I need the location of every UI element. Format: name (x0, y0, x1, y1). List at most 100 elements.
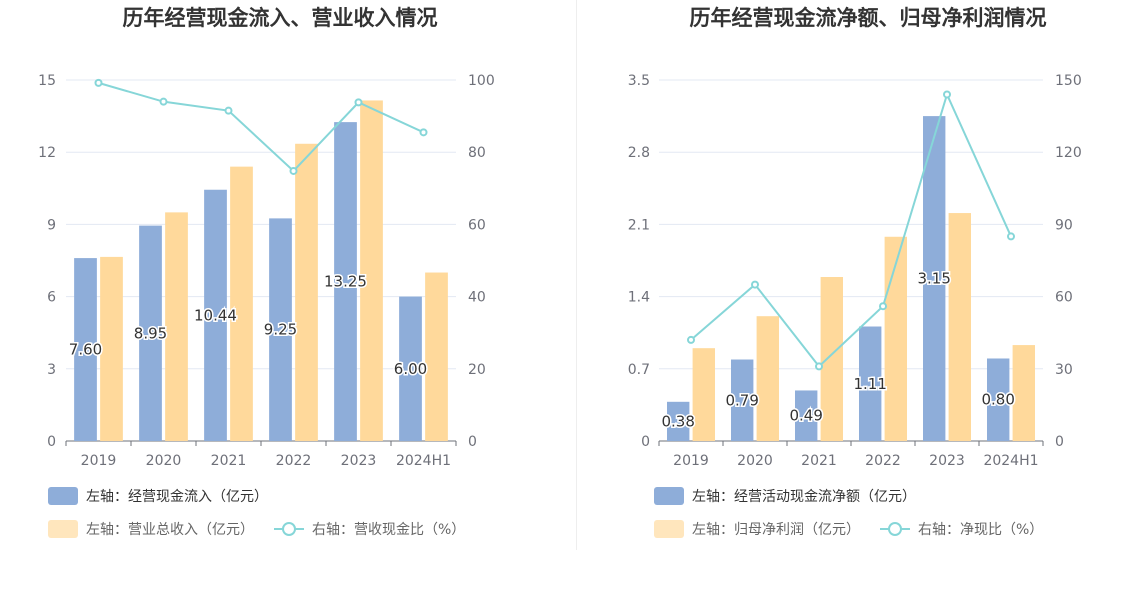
right-tick-label: 80 (468, 145, 486, 161)
left-tick-label: 0 (47, 434, 56, 450)
legend-label: 左轴：营业总收入（亿元） (86, 522, 254, 538)
bar-secondary (884, 236, 907, 441)
bar-primary (334, 122, 357, 441)
legend-swatch-bar (48, 520, 78, 538)
right-tick-label: 150 (1055, 73, 1082, 89)
bar-secondary (425, 272, 448, 441)
bar-data-label: 10.44 (194, 306, 237, 324)
right-tick-label: 120 (1055, 145, 1082, 161)
ratio-point (289, 166, 298, 175)
legend-label: 左轴：归母净利润（亿元） (692, 521, 860, 538)
bar-data-label: 9.25 (264, 321, 297, 339)
bar-data-label: 3.15 (917, 270, 950, 288)
bar-secondary (820, 277, 843, 441)
x-tick-label: 2022 (276, 453, 312, 469)
x-tick-label: 2019 (81, 453, 117, 469)
bar-primary (795, 390, 818, 441)
bar-secondary (230, 166, 253, 441)
ratio-point (751, 280, 759, 289)
bar-primary (399, 296, 422, 441)
ratio-point (94, 78, 103, 87)
panel-divider (576, 0, 577, 550)
bar-primary (859, 326, 882, 441)
chart-title: 历年经营现金流入、营业收入情况 (123, 6, 438, 30)
right-tick-label: 60 (468, 217, 486, 233)
right-tick-label: 20 (468, 362, 486, 378)
bar-secondary (360, 100, 383, 441)
bar-secondary (165, 212, 188, 441)
legend-swatch-marker (888, 522, 902, 536)
x-tick-label: 2021 (801, 453, 837, 469)
bar-data-label: 6.00 (394, 360, 427, 378)
legend-label: 右轴：营收现金比（%） (312, 522, 465, 538)
legend-label: 左轴：经营活动现金流净额（亿元） (692, 489, 916, 505)
ratio-line (690, 91, 1012, 368)
bar-primary (74, 258, 97, 441)
bar-primary (139, 225, 162, 441)
x-tick-label: 2023 (929, 453, 965, 469)
left-tick-label: 2.1 (628, 217, 650, 233)
bar-secondary (100, 256, 123, 441)
bar-primary (731, 359, 754, 441)
right-tick-label: 60 (1055, 290, 1073, 306)
bar-data-label: 7.60 (69, 341, 102, 359)
ratio-point (1007, 232, 1015, 241)
x-tick-label: 2023 (341, 453, 377, 469)
legend-swatch-bar (654, 520, 684, 538)
left-tick-label: 6 (47, 290, 56, 306)
ratio-point (419, 128, 428, 137)
ratio-point (943, 90, 951, 99)
right-tick-label: 0 (1055, 434, 1064, 450)
ratio-line (98, 81, 424, 173)
ratio-point (687, 335, 695, 344)
ratio-point (224, 106, 233, 115)
right-tick-label: 100 (468, 73, 495, 89)
chart-title: 历年经营现金流净额、归母净利润情况 (690, 6, 1047, 30)
bar-primary (987, 358, 1010, 441)
x-tick-label: 2020 (737, 453, 773, 469)
left-tick-label: 0 (641, 434, 650, 450)
bar-data-label: 0.38 (661, 412, 694, 430)
x-tick-label: 2024H1 (983, 453, 1038, 469)
right-tick-label: 90 (1055, 217, 1073, 233)
left-tick-label: 3.5 (628, 73, 650, 89)
ratio-point (354, 98, 363, 107)
legend-label: 右轴：净现比（%） (918, 522, 1043, 538)
bar-primary (923, 116, 946, 441)
chart-2: 历年经营现金流净额、归母净利润情况 0 0 0.7 30 1.4 60 2.1 90 2.8 120… (628, 6, 1082, 538)
ratio-point (815, 362, 823, 371)
left-tick-label: 1.4 (628, 290, 650, 306)
left-tick-label: 2.8 (628, 145, 650, 161)
legend-swatch-marker (282, 522, 296, 536)
bar-data-label: 0.80 (981, 391, 1014, 409)
bar-secondary (948, 213, 971, 441)
x-tick-label: 2019 (673, 453, 709, 469)
right-tick-label: 40 (468, 290, 486, 306)
bar-data-label: 8.95 (134, 324, 167, 342)
legend-swatch-bar (48, 487, 78, 505)
x-tick-label: 2021 (211, 453, 247, 469)
x-tick-label: 2020 (146, 453, 182, 469)
bar-secondary (1012, 345, 1035, 441)
x-tick-label: 2022 (865, 453, 901, 469)
right-tick-label: 0 (468, 434, 477, 450)
right-tick-label: 30 (1055, 362, 1073, 378)
bar-primary (667, 401, 690, 441)
left-tick-label: 15 (38, 73, 56, 89)
bar-primary (204, 189, 227, 441)
bar-secondary (756, 316, 779, 441)
ratio-point (159, 97, 168, 106)
left-tick-label: 0.7 (628, 362, 650, 378)
bar-primary (269, 218, 292, 441)
x-tick-label: 2024H1 (396, 453, 451, 469)
left-tick-label: 12 (38, 145, 56, 161)
ratio-point (879, 302, 887, 311)
bar-secondary (692, 348, 715, 441)
bar-data-label: 1.11 (853, 375, 886, 393)
legend-swatch-bar (654, 487, 684, 505)
left-tick-label: 3 (47, 362, 56, 378)
bar-data-label: 0.49 (789, 407, 822, 425)
left-tick-label: 9 (47, 217, 56, 233)
bar-secondary (295, 143, 318, 441)
